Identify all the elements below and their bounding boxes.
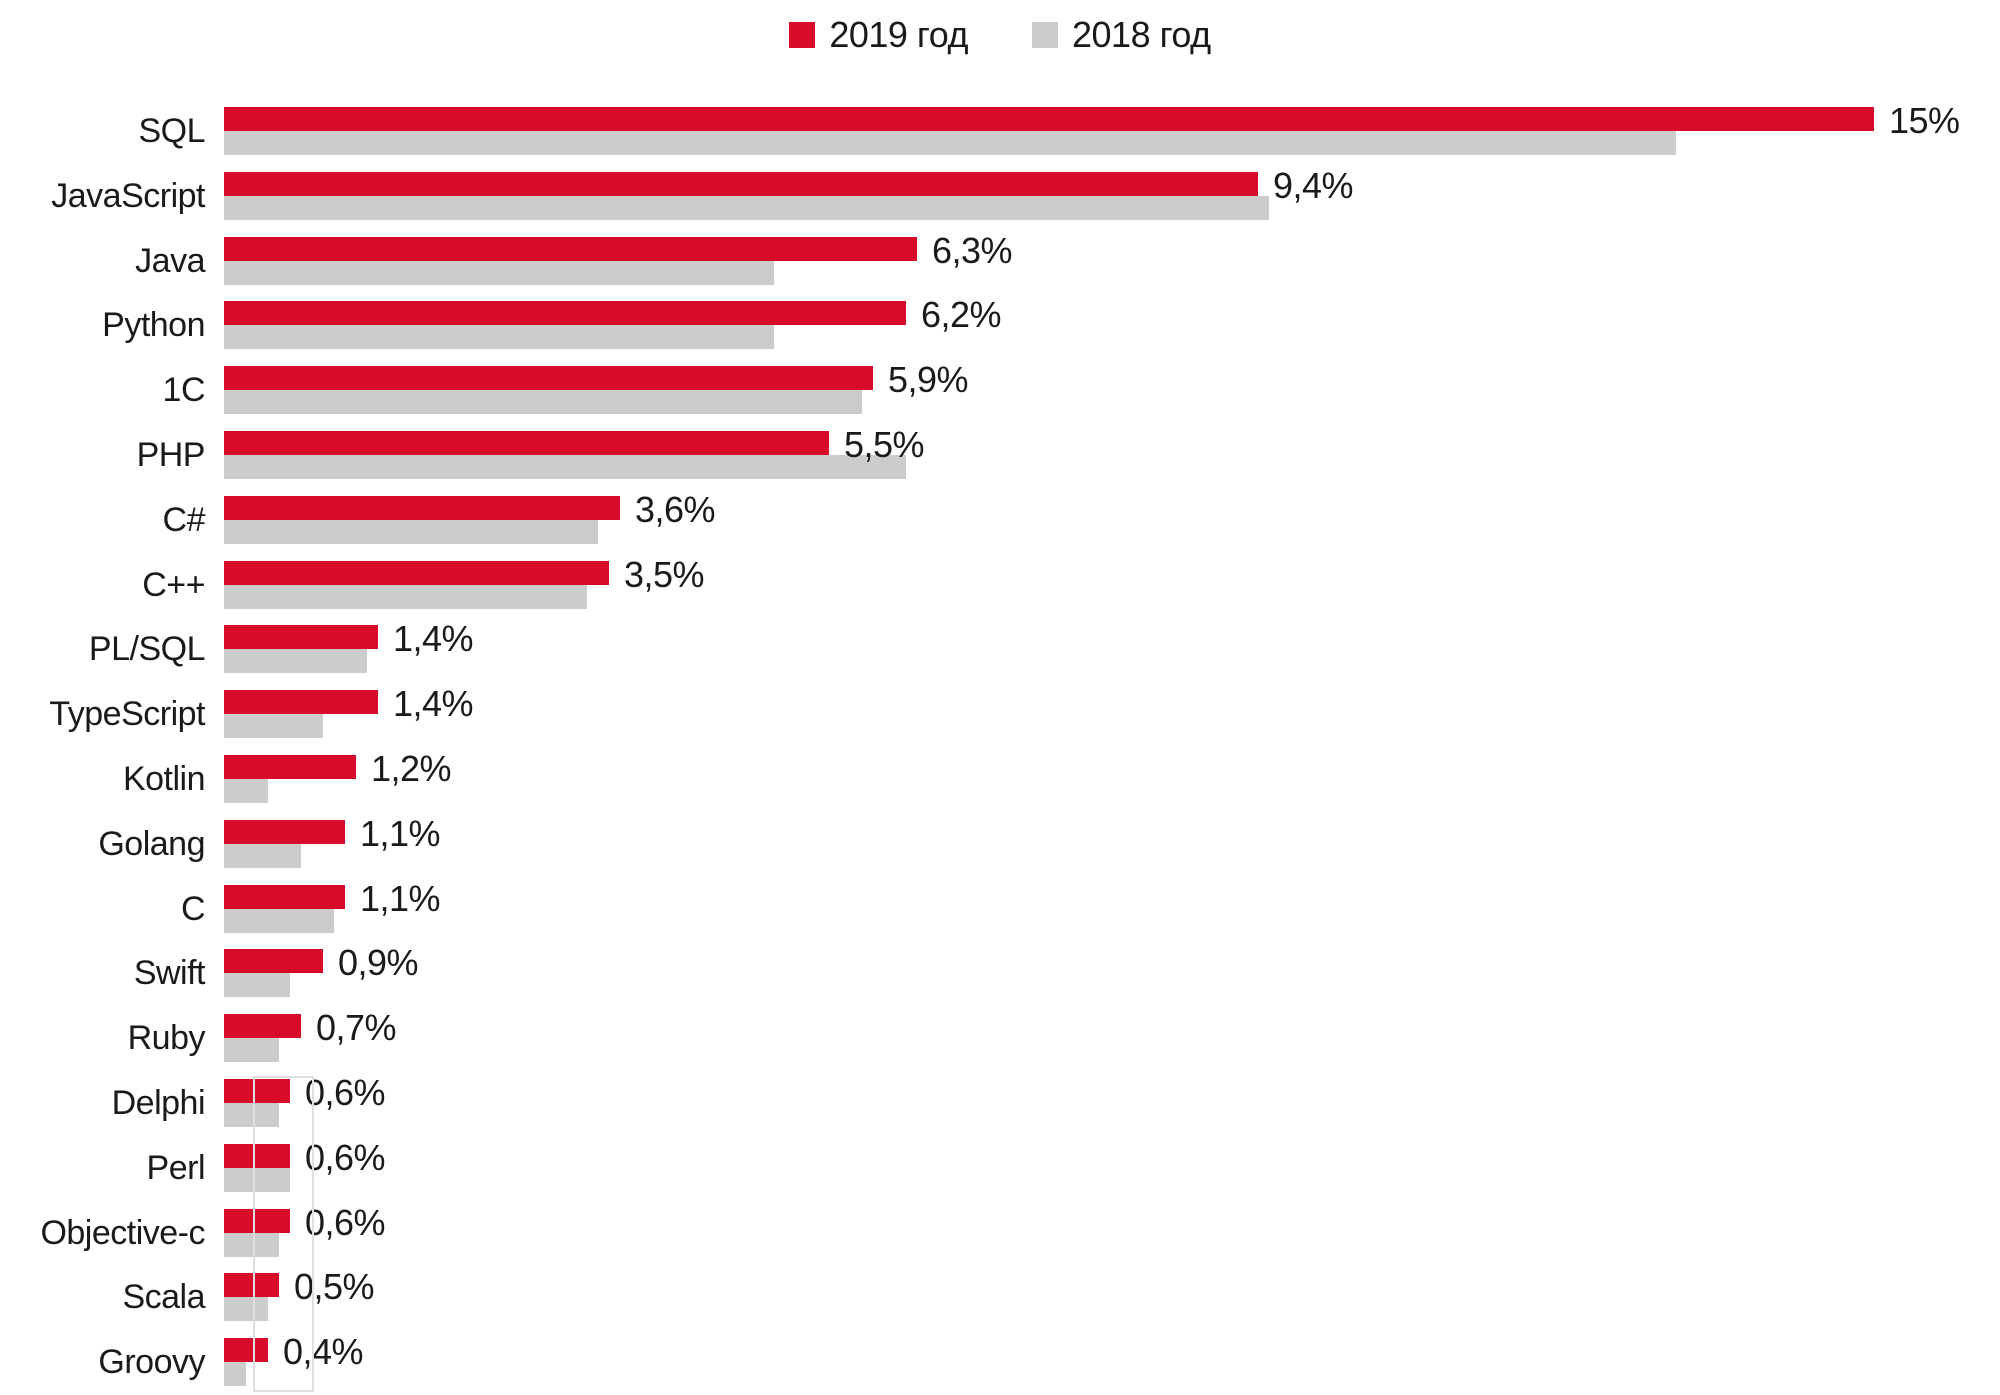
bar-2018 <box>224 455 906 479</box>
legend-item-2019: 2019 год <box>789 14 968 56</box>
bar-2019 <box>224 431 829 455</box>
value-label-2019: 3,6% <box>635 488 716 530</box>
value-label-2019: 0,5% <box>294 1266 375 1308</box>
category-label: Delphi <box>111 1084 206 1122</box>
value-label-2019: 15% <box>1889 100 1960 141</box>
value-label-2019: 0,6% <box>305 1136 386 1178</box>
category-label: SQL <box>138 112 205 150</box>
value-label-2019: 1,2% <box>371 748 452 789</box>
bar-2018 <box>224 390 862 415</box>
bar-2018 <box>224 584 587 609</box>
category-label: Scala <box>122 1278 205 1317</box>
category-label: Python <box>102 306 205 345</box>
bar-2018 <box>224 1167 290 1192</box>
value-label-2019: 0,9% <box>338 942 419 984</box>
value-label-2019: 0,7% <box>316 1007 397 1049</box>
category-label: Objective-c <box>40 1213 205 1252</box>
value-label-2019: 1,1% <box>360 812 441 854</box>
bar-2019 <box>224 755 356 779</box>
bar-2019 <box>224 1143 290 1168</box>
bar-2019 <box>224 1079 290 1103</box>
bar-2018 <box>224 325 774 350</box>
value-label-2019: 3,5% <box>624 553 705 595</box>
bar-2019 <box>224 171 1258 196</box>
bar-2018 <box>224 714 323 739</box>
bar-2018 <box>224 973 290 998</box>
bar-2018 <box>224 779 268 803</box>
value-label-2019: 5,9% <box>888 359 969 401</box>
legend-swatch-2018-icon <box>1032 22 1058 48</box>
category-label: Java <box>135 241 205 280</box>
category-label: C++ <box>142 565 205 604</box>
value-label-2019: 1,4% <box>393 683 474 725</box>
bar-2019 <box>224 1273 279 1298</box>
value-label-2019: 6,3% <box>932 229 1013 271</box>
bar-2018 <box>224 1362 246 1387</box>
bar-2019 <box>224 884 345 909</box>
bar-2019 <box>224 819 345 844</box>
value-label-2019: 0,6% <box>305 1072 386 1113</box>
bar-2018 <box>224 195 1269 220</box>
bar-2019 <box>224 107 1874 131</box>
category-label: JavaScript <box>51 176 205 215</box>
category-label: C <box>180 889 206 928</box>
category-label: Swift <box>133 954 206 993</box>
category-label: Perl <box>146 1148 206 1187</box>
bar-2018 <box>224 1103 279 1127</box>
bar-2019 <box>224 495 620 520</box>
bar-2018 <box>224 260 774 285</box>
category-label: Golang <box>98 824 205 863</box>
chart-legend: 2019 год 2018 год <box>0 14 2000 56</box>
value-label-2019: 0,4% <box>283 1331 364 1373</box>
category-label: C# <box>162 500 206 539</box>
bar-2019 <box>224 236 917 261</box>
legend-swatch-2019-icon <box>789 22 816 48</box>
bar-2018 <box>224 843 301 868</box>
bar-2019 <box>224 625 378 650</box>
legend-label-2019: 2019 год <box>829 14 968 55</box>
legend-item-2018: 2018 год <box>1032 14 1211 56</box>
category-label: Kotlin <box>122 760 206 798</box>
bar-2019 <box>224 1014 301 1039</box>
value-label-2019: 1,1% <box>360 877 441 919</box>
value-label-2019: 1,4% <box>393 618 474 660</box>
bar-2019 <box>224 366 873 391</box>
category-label: PL/SQL <box>88 630 206 669</box>
bar-2019 <box>224 560 609 585</box>
bar-2018 <box>224 908 334 933</box>
category-label: Ruby <box>127 1019 206 1058</box>
value-label-2019: 5,5% <box>844 424 925 465</box>
bar-2019 <box>224 1338 268 1363</box>
bar-2019 <box>224 949 323 974</box>
bar-2019 <box>224 301 906 326</box>
legend-label-2018: 2018 год <box>1072 14 1211 55</box>
bar-2018 <box>224 1297 268 1322</box>
category-label: Groovy <box>98 1343 205 1382</box>
value-label-2019: 9,4% <box>1273 164 1354 206</box>
bar-2018 <box>224 519 598 544</box>
category-label: 1C <box>162 371 206 410</box>
value-label-2019: 6,2% <box>921 294 1002 336</box>
selection-artifact-box <box>253 1076 314 1392</box>
value-label-2019: 0,6% <box>305 1201 386 1243</box>
bar-2019 <box>224 1208 290 1233</box>
bar-2018 <box>224 131 1676 155</box>
bar-2019 <box>224 690 378 715</box>
bar-2018 <box>224 1038 279 1063</box>
category-label: PHP <box>136 436 206 474</box>
bar-2018 <box>224 1232 279 1257</box>
bar-2018 <box>224 649 367 674</box>
category-label: TypeScript <box>49 695 205 734</box>
